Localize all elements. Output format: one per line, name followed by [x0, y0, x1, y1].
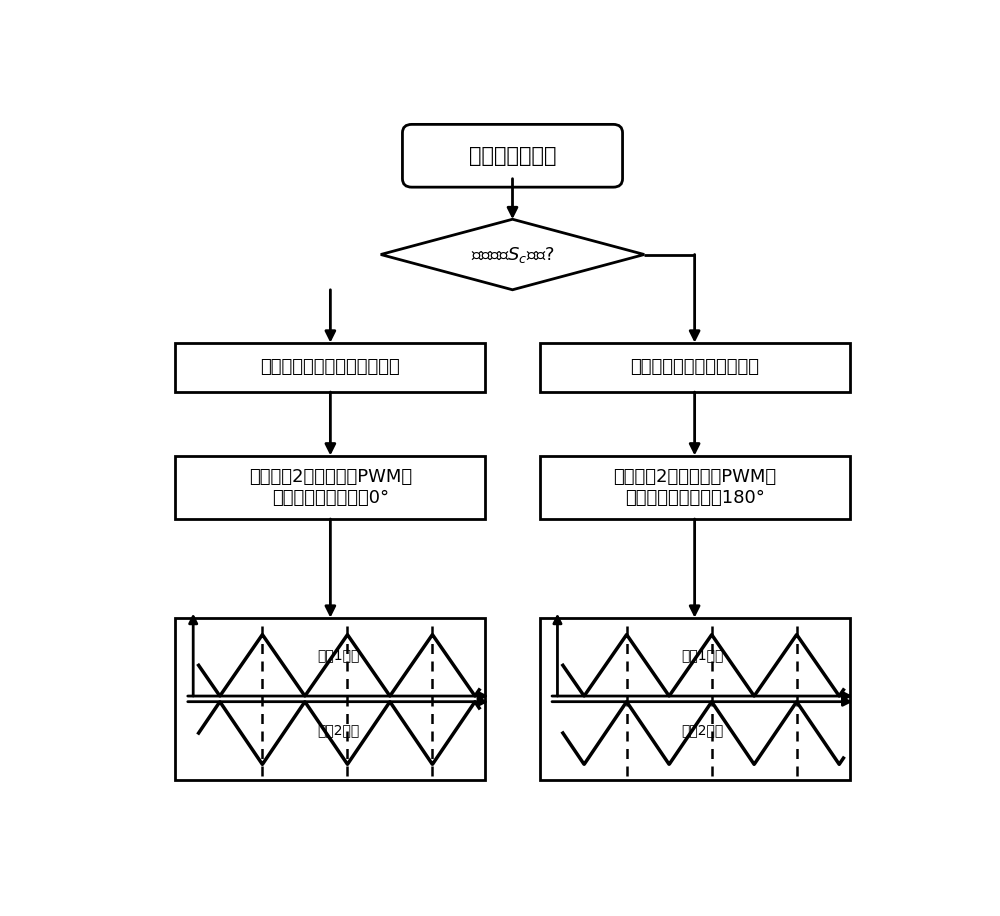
- Text: 动力电池自身提供加热能量: 动力电池自身提供加热能量: [630, 358, 759, 376]
- Bar: [175, 343, 485, 392]
- Text: 控制桥臂2功率开关管PWM驱
动信号载波移相角为0°: 控制桥臂2功率开关管PWM驱 动信号载波移相角为0°: [249, 468, 412, 507]
- Text: 系统参数初始化: 系统参数初始化: [469, 146, 556, 166]
- FancyBboxPatch shape: [402, 125, 623, 187]
- Text: 控制桥臂2功率开关管PWM驱
动信号载波移相角为180°: 控制桥臂2功率开关管PWM驱 动信号载波移相角为180°: [613, 468, 776, 507]
- Polygon shape: [381, 219, 644, 289]
- Bar: [175, 617, 485, 780]
- Bar: [175, 455, 485, 519]
- Bar: [540, 455, 850, 519]
- Bar: [540, 343, 850, 392]
- Text: 桥臂1载波: 桥臂1载波: [317, 649, 359, 662]
- Text: 桥臂2载波: 桥臂2载波: [317, 724, 359, 737]
- Text: 充电开关$S_c$闭合?: 充电开关$S_c$闭合?: [471, 245, 554, 265]
- Text: 桥臂1载波: 桥臂1载波: [681, 649, 724, 662]
- Text: 桥臂2载波: 桥臂2载波: [681, 724, 724, 737]
- Bar: [540, 617, 850, 780]
- Text: 使用充电桩电源提供加热能量: 使用充电桩电源提供加热能量: [260, 358, 400, 376]
